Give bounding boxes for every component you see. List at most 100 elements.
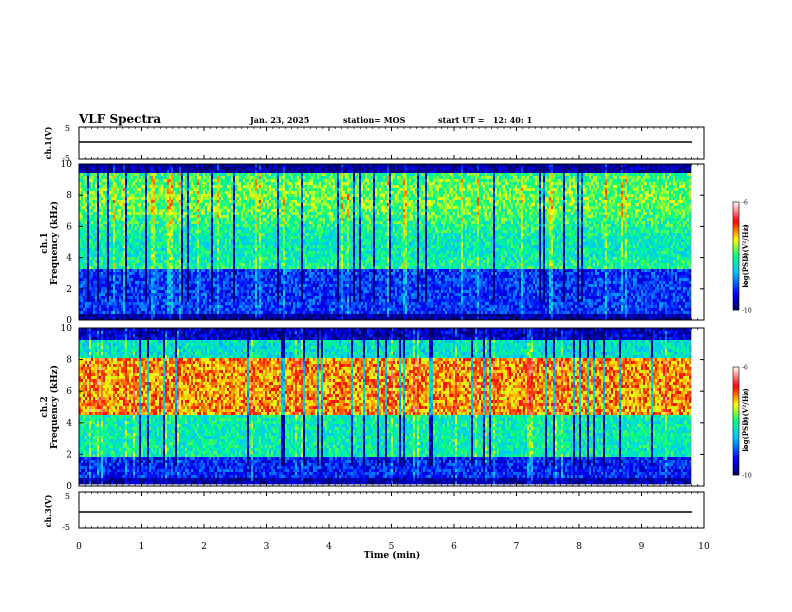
spectrogram-cell [91,290,93,293]
spectrogram-cell [113,248,115,251]
spectrogram-cell [107,200,109,203]
spectrogram-cell [89,179,91,182]
spectrogram-cell [81,245,83,248]
spectrogram-cell [81,173,83,176]
spectrogram-cell [91,299,93,302]
spectrogram-cell [97,179,99,182]
spectrogram-cell [95,194,97,197]
spectrogram-cell [83,266,85,269]
spectrogram-cell [91,239,93,242]
spectrogram-cell [107,170,109,173]
spectrogram-cell [87,272,89,275]
spectrogram-cell [113,296,115,299]
spectrogram-cell [95,251,97,254]
spectrogram-cell [81,230,83,233]
spectrogram-cell [107,185,109,188]
spectrogram-cell [119,173,121,176]
spectrogram-cell [111,191,113,194]
spectrogram-cell [85,185,87,188]
spectrogram-cell [113,281,115,284]
spectrogram-cell [97,215,99,218]
spectrogram-cell [115,200,117,203]
spectrogram-cell [113,308,115,311]
spectrogram-cell [107,203,109,206]
spectrogram-cell [103,176,105,179]
spectrogram-cell [119,275,121,278]
spectrogram-cell [99,227,101,230]
spectrogram-cell [105,287,107,290]
spectrogram-cell [117,260,119,263]
spectrogram-cell [117,188,119,191]
spectrogram-cell [87,167,89,170]
spectrogram-cell [93,296,95,299]
spectrogram-cell [111,284,113,287]
spectrogram-cell [111,170,113,173]
spectrogram-cell [97,248,99,251]
spectrogram-cell [83,215,85,218]
spectrogram-cell [81,239,83,242]
spectrogram-cell [111,200,113,203]
spectrogram-cell [91,269,93,272]
spectrogram-cell [91,284,93,287]
spectrogram-cell [103,197,105,200]
spectrogram-cell [111,239,113,242]
spectrogram-cell [107,218,109,221]
spectrogram-cell [93,242,95,245]
spectrogram-cell [101,269,103,272]
spectrogram-cell [97,236,99,239]
spectrogram-cell [109,203,111,206]
spectrogram-cell [105,269,107,272]
spectrogram-cell [107,308,109,311]
spectrogram-cell [91,266,93,269]
spectrogram-cell [87,305,89,308]
spectrogram-cell [83,206,85,209]
spectrogram-cell [109,239,111,242]
spectrogram-cell [105,221,107,224]
spectrogram-cell [117,200,119,203]
spectrogram-cell [93,224,95,227]
spectrogram-cell [107,278,109,281]
spectrogram-cell [109,218,111,221]
spectrogram-cell [89,197,91,200]
spectrogram-cell [119,260,121,263]
spectrogram-cell [83,176,85,179]
spectrogram-cell [85,251,87,254]
spectrogram-cell [85,275,87,278]
spectrogram-cell [111,275,113,278]
spectrogram-cell [97,209,99,212]
spectrogram-cell [81,281,83,284]
spectrogram-cell [85,269,87,272]
spectrogram-cell [115,233,117,236]
spectrogram-cell [83,251,85,254]
spectrogram-cell [93,170,95,173]
spectrogram-cell [109,248,111,251]
spectrogram-cell [103,278,105,281]
spectrogram-cell [109,275,111,278]
spectrogram-cell [113,221,115,224]
spectrogram-cell [105,227,107,230]
spectrogram-cell [97,314,99,317]
spectrogram-cell [85,212,87,215]
spectrogram-cell [97,257,99,260]
spectrogram-cell [99,272,101,275]
spectrogram-cell [117,236,119,239]
spectrogram-cell [107,191,109,194]
spectrogram-cell [117,284,119,287]
spectrogram-cell [117,251,119,254]
spectrogram-cell [91,296,93,299]
spectrogram-cell [111,263,113,266]
spectrogram-cell [107,248,109,251]
spectrogram-cell [87,233,89,236]
spectrogram-cell [91,302,93,305]
spectrogram-cell [83,311,85,314]
spectrogram-cell [83,170,85,173]
spectrogram-cell [119,287,121,290]
spectrogram-cell [89,182,91,185]
spectrogram-cell [109,212,111,215]
spectrogram-cell [99,209,101,212]
spectrogram-cell [95,245,97,248]
spectrogram-cell [95,215,97,218]
spectrogram-cell [121,203,123,206]
spectrogram-cell [101,290,103,293]
spectrogram-cell [117,263,119,266]
